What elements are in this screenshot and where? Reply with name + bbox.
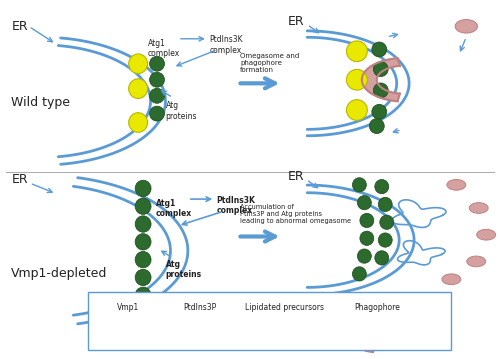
Ellipse shape	[375, 180, 388, 194]
Polygon shape	[353, 328, 374, 352]
Ellipse shape	[467, 256, 485, 267]
Ellipse shape	[135, 305, 151, 321]
Text: Atg
proteins: Atg proteins	[166, 260, 202, 279]
FancyBboxPatch shape	[88, 292, 452, 350]
Text: Atg1
complex: Atg1 complex	[156, 199, 192, 219]
Ellipse shape	[272, 319, 297, 339]
Text: Lipidated precursors: Lipidated precursors	[246, 303, 324, 312]
Text: Omegasome and
phagophore
formation: Omegasome and phagophore formation	[240, 53, 300, 73]
Text: ER: ER	[288, 169, 304, 182]
Text: Atg
proteins: Atg proteins	[166, 101, 197, 121]
Ellipse shape	[352, 178, 366, 192]
Text: PtdIns3K
complex: PtdIns3K complex	[209, 35, 243, 55]
Ellipse shape	[128, 79, 148, 98]
Ellipse shape	[442, 274, 461, 285]
Ellipse shape	[378, 197, 392, 211]
Ellipse shape	[135, 269, 151, 286]
Text: Vmp1-depleted: Vmp1-depleted	[12, 267, 108, 280]
Text: Phagophore: Phagophore	[354, 303, 400, 312]
Ellipse shape	[374, 62, 388, 76]
Ellipse shape	[447, 180, 466, 190]
Ellipse shape	[346, 69, 368, 90]
Ellipse shape	[352, 267, 366, 281]
Ellipse shape	[135, 216, 151, 232]
Ellipse shape	[135, 180, 151, 197]
Ellipse shape	[470, 202, 488, 213]
Ellipse shape	[358, 249, 372, 263]
Ellipse shape	[346, 41, 368, 62]
Ellipse shape	[114, 318, 142, 340]
Ellipse shape	[358, 196, 372, 210]
Ellipse shape	[360, 231, 374, 246]
Ellipse shape	[378, 233, 392, 247]
Text: Atg1
complex: Atg1 complex	[148, 39, 180, 58]
Ellipse shape	[150, 106, 164, 121]
Ellipse shape	[188, 319, 212, 340]
Ellipse shape	[455, 19, 477, 33]
Text: Wild type: Wild type	[12, 97, 70, 109]
Text: ER: ER	[12, 173, 28, 186]
Ellipse shape	[476, 229, 496, 240]
Text: Vmp1: Vmp1	[117, 303, 140, 312]
Ellipse shape	[135, 234, 151, 250]
Text: PtdIns3P: PtdIns3P	[184, 303, 217, 312]
Ellipse shape	[374, 83, 388, 98]
Ellipse shape	[150, 88, 164, 103]
Ellipse shape	[372, 104, 386, 119]
Ellipse shape	[150, 72, 164, 87]
Ellipse shape	[372, 42, 386, 57]
Ellipse shape	[360, 213, 374, 228]
Ellipse shape	[370, 118, 384, 134]
Ellipse shape	[135, 287, 151, 303]
Ellipse shape	[128, 54, 148, 74]
Polygon shape	[362, 58, 400, 101]
Text: ER: ER	[12, 20, 28, 33]
Text: Accumulation of
PtIns3P and Atg proteins
leading to abnormal omegasome: Accumulation of PtIns3P and Atg proteins…	[240, 204, 351, 224]
Ellipse shape	[346, 100, 368, 120]
Text: ER: ER	[288, 15, 304, 28]
Ellipse shape	[380, 215, 394, 229]
Ellipse shape	[128, 113, 148, 132]
Ellipse shape	[135, 251, 151, 268]
Ellipse shape	[135, 198, 151, 214]
Ellipse shape	[150, 56, 164, 71]
Text: PtdIns3K
complex: PtdIns3K complex	[216, 196, 255, 215]
Ellipse shape	[375, 251, 388, 265]
